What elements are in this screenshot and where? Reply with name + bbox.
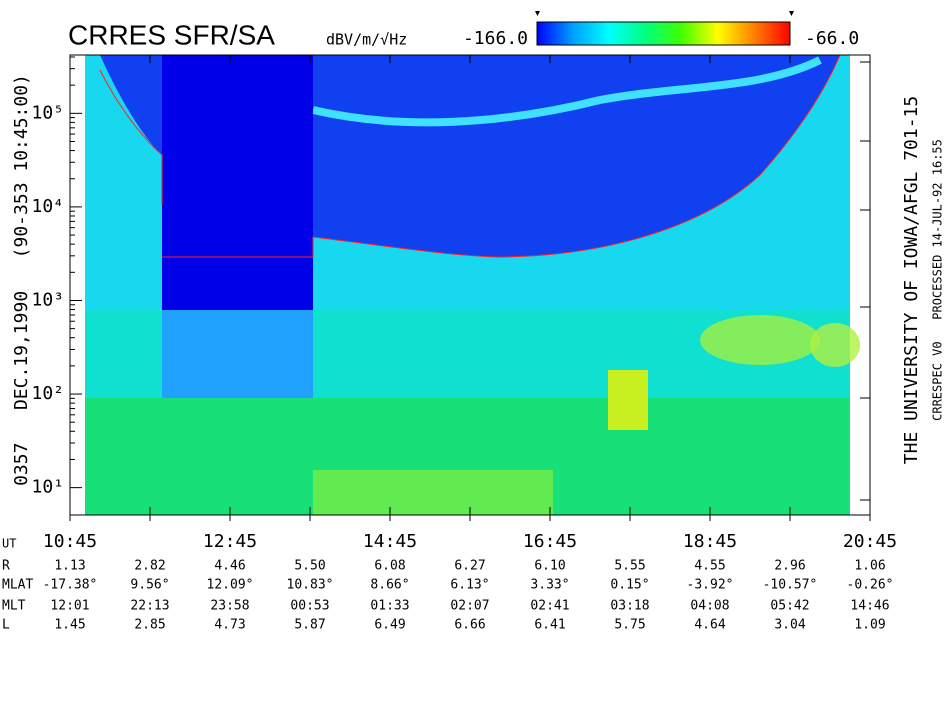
right-sublabel: CRRESPEC V0 PROCESSED 14-JUL-92 16:55	[931, 139, 945, 421]
spectrum-region	[700, 315, 820, 365]
ephemeris-value: -0.26°	[847, 578, 894, 593]
ephemeris-value: 01:33	[370, 599, 409, 614]
ephemeris-value: 6.10	[534, 559, 565, 574]
ephemeris-value: 12:01	[50, 599, 89, 614]
colorbar-max: -66.0	[805, 28, 859, 49]
ephemeris-value: -17.38°	[43, 578, 98, 593]
ephemeris-value: 02:07	[450, 599, 489, 614]
ephemeris-value: -10.57°	[763, 578, 818, 593]
ephemeris-value: 23:58	[210, 599, 249, 614]
x-tick-label: 20:45	[843, 531, 897, 552]
row-label: L	[2, 618, 10, 633]
chart-title: CRRES SFR/SA	[68, 19, 275, 50]
y-tick-label: 10³	[31, 289, 64, 310]
spectrum-region	[608, 370, 648, 430]
ephemeris-value: -3.92°	[687, 578, 734, 593]
ephemeris-value: 3.33°	[530, 578, 569, 593]
y-tick-label: 10¹	[31, 477, 64, 498]
ephemeris-value: 1.13	[54, 559, 85, 574]
ephemeris-value: 05:42	[770, 599, 809, 614]
ephemeris-value: 10.83°	[287, 578, 334, 593]
ephemeris-value: 2.96	[774, 559, 805, 574]
ephemeris-value: 5.75	[614, 618, 645, 633]
ephemeris-value: 4.73	[214, 618, 245, 633]
x-tick-label: 14:45	[363, 531, 417, 552]
spectrum-region	[810, 323, 860, 367]
spectrum-region	[313, 470, 553, 515]
colorbar	[536, 21, 791, 46]
spectrum-region	[85, 55, 162, 155]
ephemeris-value: 1.09	[854, 618, 885, 633]
row-label: MLT	[2, 599, 26, 614]
ephemeris-value: 3.04	[774, 618, 805, 633]
ephemeris-value: 6.66	[454, 618, 485, 633]
row-label: R	[2, 559, 10, 574]
ephemeris-value: 2.82	[134, 559, 165, 574]
y-tick-label: 10²	[31, 383, 64, 404]
ephemeris-value: 8.66°	[370, 578, 409, 593]
ephemeris-value: 6.08	[374, 559, 405, 574]
ephemeris-value: 5.55	[614, 559, 645, 574]
x-tick-label: 18:45	[683, 531, 737, 552]
data-gap	[162, 310, 313, 398]
row-label: UT	[2, 537, 16, 551]
right-label: THE UNIVERSITY OF IOWA/AFGL 701-15	[901, 96, 922, 464]
spectrum-region	[313, 55, 840, 257]
cyclotron-line	[99, 54, 841, 258]
ephemeris-value: 9.56°	[130, 578, 169, 593]
y-tick-label: 10⁴	[31, 196, 64, 217]
ephemeris-value: 6.41	[534, 618, 565, 633]
ephemeris-value: 04:08	[690, 599, 729, 614]
ephemeris-value: 03:18	[610, 599, 649, 614]
ephemeris-value: 1.06	[854, 559, 885, 574]
ephemeris-value: 0.15°	[610, 578, 649, 593]
ephemeris-value: 5.87	[294, 618, 325, 633]
left-label: 0357 DEC.19,1990 (90-353 10:45:00)	[11, 74, 32, 486]
ephemeris-value: 6.13°	[450, 578, 489, 593]
row-label: MLAT	[2, 578, 33, 593]
colorbar-min: -166.0	[463, 28, 528, 49]
data-gap	[162, 55, 313, 310]
ephemeris-value: 4.46	[214, 559, 245, 574]
spectrum-band	[312, 56, 822, 127]
ephemeris-value: 4.55	[694, 559, 725, 574]
x-tick-label: 16:45	[523, 531, 577, 552]
ephemeris-value: 12.09°	[207, 578, 254, 593]
ephemeris-value: 14:46	[850, 599, 889, 614]
x-tick-label: 10:45	[43, 531, 97, 552]
ephemeris-value: 02:41	[530, 599, 569, 614]
ephemeris-value: 4.64	[694, 618, 725, 633]
x-tick-label: 12:45	[203, 531, 257, 552]
ephemeris-value: 5.50	[294, 559, 325, 574]
ephemeris-value: 22:13	[130, 599, 169, 614]
ephemeris-value: 2.85	[134, 618, 165, 633]
spectrogram	[85, 54, 860, 515]
ephemeris-value: 6.27	[454, 559, 485, 574]
y-tick-label: 10⁵	[31, 102, 64, 123]
ephemeris-value: 6.49	[374, 618, 405, 633]
ephemeris-value: 00:53	[290, 599, 329, 614]
unit-label: dBV/m/√Hz	[326, 31, 407, 49]
ephemeris-value: 1.45	[54, 618, 85, 633]
